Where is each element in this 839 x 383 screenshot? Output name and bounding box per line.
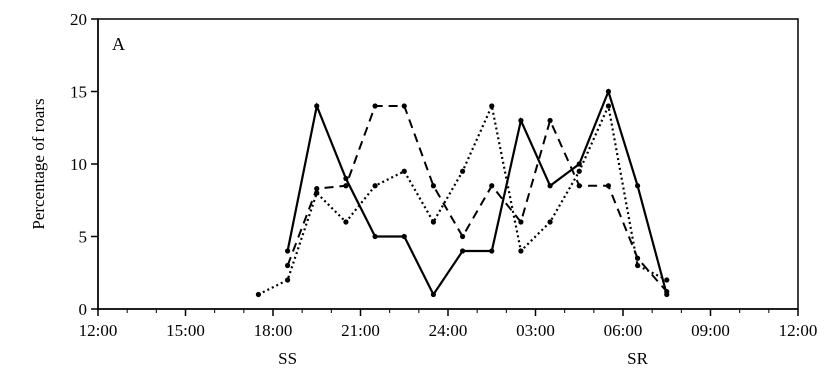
plot-frame xyxy=(97,18,799,310)
point-dotted-2 xyxy=(314,190,320,196)
point-dashed-4 xyxy=(401,103,407,109)
x-tick-label-5: 03:00 xyxy=(516,321,555,340)
x-tick-label-1: 15:00 xyxy=(166,321,205,340)
point-dashed-6 xyxy=(459,233,466,240)
point-dotted-4 xyxy=(372,183,378,189)
x-tick-label-0: 12:00 xyxy=(79,321,118,340)
point-dashed-2 xyxy=(343,183,349,189)
point-solid-11 xyxy=(605,88,612,95)
point-dotted-14 xyxy=(664,277,670,283)
point-dotted-11 xyxy=(576,168,582,174)
x-tick-label-4: 24:00 xyxy=(429,321,468,340)
point-dotted-12 xyxy=(605,103,612,109)
point-dotted-7 xyxy=(459,168,466,174)
y-tick-label-5: 5 xyxy=(79,228,88,247)
point-dotted-5 xyxy=(401,168,407,174)
point-solid-3 xyxy=(372,233,378,240)
y-tick-label-15: 15 xyxy=(70,83,87,102)
x-tick-label-2: 18:00 xyxy=(254,321,293,340)
x-tick-label-6: 06:00 xyxy=(604,321,643,340)
point-dashed-9 xyxy=(547,117,553,124)
x-tick-label-7: 09:00 xyxy=(691,321,730,340)
y-axis: 0 5 10 15 20 Percentage of roars xyxy=(29,10,99,319)
point-dashed-1 xyxy=(314,186,320,192)
x-axis: 12:00 15:00 18:00 21:00 24:00 03:00 06:00 09:00… xyxy=(79,308,818,368)
series-dotted xyxy=(255,102,670,298)
point-solid-8 xyxy=(518,117,524,124)
series-line-dotted xyxy=(257,102,668,296)
series-line-solid xyxy=(286,88,668,297)
y-tick-label-0: 0 xyxy=(79,300,88,319)
point-dotted-13 xyxy=(634,262,641,269)
point-dotted-3 xyxy=(343,219,349,225)
series-group xyxy=(255,88,670,298)
point-solid-6 xyxy=(459,248,466,254)
point-dashed-10 xyxy=(576,183,582,189)
y-axis-label: Percentage of roars xyxy=(29,98,48,229)
point-solid-2 xyxy=(343,175,349,182)
series-line-dashed xyxy=(286,105,668,293)
y-tick-label-20: 20 xyxy=(70,10,87,29)
point-dotted-9 xyxy=(518,248,524,254)
marker-sr: SR xyxy=(627,349,648,368)
x-tick-label-3: 21:00 xyxy=(341,321,380,340)
x-tick-label-8: 12:00 xyxy=(779,321,818,340)
point-solid-12 xyxy=(634,183,641,189)
y-tick-label-10: 10 xyxy=(70,155,87,174)
point-dashed-3 xyxy=(372,103,378,109)
point-solid-1 xyxy=(314,103,320,109)
point-solid-9 xyxy=(547,183,553,189)
point-dashed-8 xyxy=(518,219,524,225)
point-dotted-6 xyxy=(430,219,437,225)
point-solid-4 xyxy=(401,233,407,240)
point-solid-0 xyxy=(284,248,291,254)
point-dashed-11 xyxy=(605,183,612,189)
point-dashed-7 xyxy=(489,183,495,189)
point-solid-10 xyxy=(576,161,582,167)
marker-ss: SS xyxy=(278,349,297,368)
point-solid-5 xyxy=(430,291,437,298)
point-dashed-0 xyxy=(284,262,291,269)
point-dashed-5 xyxy=(430,183,437,189)
point-dotted-1 xyxy=(284,277,291,283)
panel-label: A xyxy=(112,34,125,54)
point-dotted-8 xyxy=(489,103,495,109)
point-dotted-10 xyxy=(547,219,553,225)
point-dashed-13 xyxy=(664,289,670,295)
series-dashed xyxy=(284,103,670,295)
point-solid-7 xyxy=(489,248,495,254)
series-solid xyxy=(284,88,670,298)
point-dotted-0 xyxy=(255,291,262,298)
